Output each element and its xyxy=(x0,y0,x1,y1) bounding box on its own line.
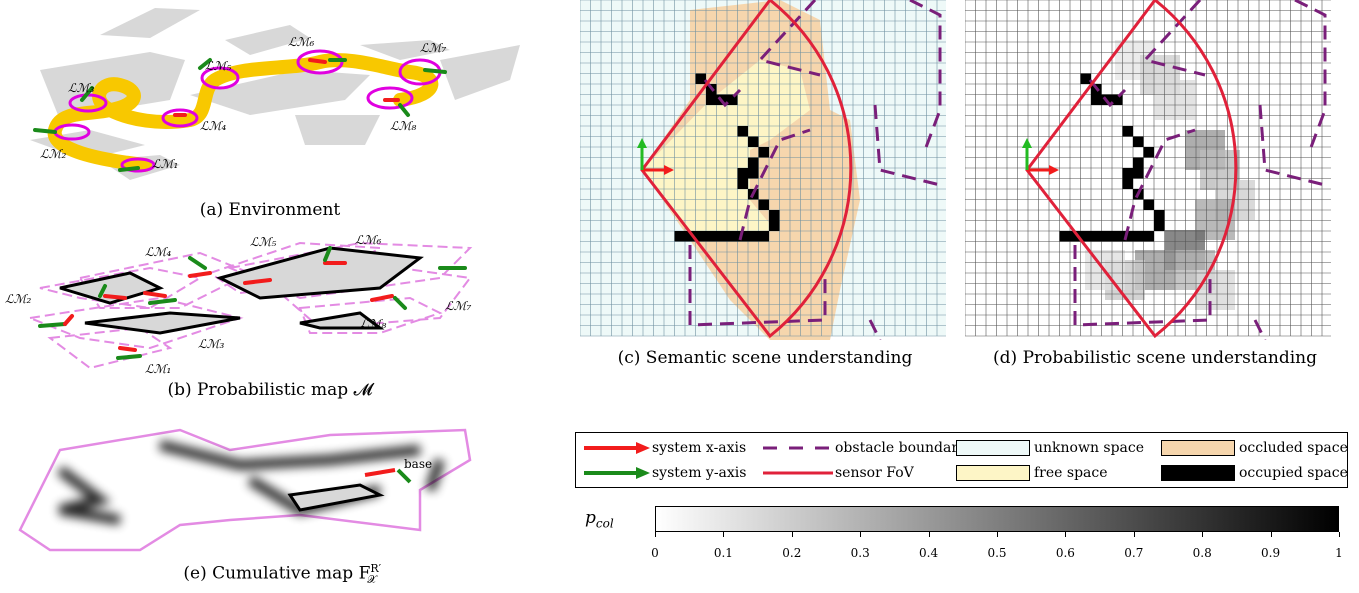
panel-environment: ℒℳ₁ ℒℳ₂ ℒℳ₃ ℒℳ₄ ℒℳ₅ ℒℳ₆ ℒℳ₇ ℒℳ₈ (a) Envi… xyxy=(0,0,560,230)
caption-c: (c) Semantic scene understanding xyxy=(617,348,913,368)
caption-b: (b) Probabilistic map 𝓜 xyxy=(167,380,373,400)
env-lm1-label: ℒℳ₁ xyxy=(152,157,178,171)
green-arrow-icon xyxy=(584,467,650,479)
colorbar-tick: 0.8 xyxy=(1192,546,1212,560)
legend-y-axis: system y-axis xyxy=(584,462,746,484)
colorbar-tick: 0.5 xyxy=(987,546,1007,560)
panel-cumulative-map: base (e) Cumulative map FR′𝒳 xyxy=(0,410,560,593)
colorbar-tick: 0.9 xyxy=(1261,546,1281,560)
caption-d: (d) Probabilistic scene understanding xyxy=(993,348,1317,368)
map-lm1-label: ℒℳ₁ xyxy=(145,362,171,376)
colorbar-tick-mark xyxy=(997,532,998,537)
colorbar-tick: 0.2 xyxy=(782,546,802,560)
semantic-grid-figure xyxy=(580,0,946,340)
env-lm6-label: ℒℳ₆ xyxy=(288,35,314,49)
red-arrow-icon xyxy=(584,442,650,454)
colorbar-tick: 0 xyxy=(651,546,659,560)
map-lm7-label: ℒℳ₇ xyxy=(445,299,471,313)
map-lm4-label: ℒℳ₄ xyxy=(145,245,171,259)
panel-semantic: (c) Semantic scene understanding xyxy=(580,0,950,380)
panel-probabilistic: (d) Probabilistic scene understanding xyxy=(965,0,1345,380)
colorbar-tick-mark xyxy=(860,532,862,537)
env-lm3-label: ℒℳ₃ xyxy=(68,81,94,95)
probabilistic-grid-figure xyxy=(965,0,1331,340)
colorbar-tick: 0.3 xyxy=(850,546,870,560)
env-lm7-label: ℒℳ₇ xyxy=(420,41,446,55)
colorbar-label: pcol xyxy=(585,508,614,531)
free-swatch xyxy=(956,465,1030,481)
colorbar-tick-mark xyxy=(655,532,656,537)
env-lm8-label: ℒℳ₈ xyxy=(390,119,416,133)
map-lm8-label: ℒℳ₈ xyxy=(360,317,386,331)
legend-occupied: occupied space xyxy=(1161,462,1348,484)
legend-free: free space xyxy=(956,462,1108,484)
colorbar-tick: 0.7 xyxy=(1124,546,1144,560)
occupied-swatch xyxy=(1161,465,1235,481)
caption-e-sup: R′ xyxy=(370,562,382,575)
caption-a: (a) Environment xyxy=(199,200,341,220)
probabilistic-map-figure: ℒℳ₁ ℒℳ₂ ℒℳ₃ ℒℳ₄ ℒℳ₅ ℒℳ₆ ℒℳ₇ ℒℳ₈ xyxy=(5,233,473,376)
colorbar-tick-mark xyxy=(1202,532,1204,537)
colorbar-tick-mark xyxy=(723,532,725,537)
caption-e-text: (e) Cumulative map F xyxy=(183,563,371,584)
colorbar-tick-mark xyxy=(928,532,930,537)
colorbar-tick-mark xyxy=(1270,532,1272,537)
map-lm2-label: ℒℳ₂ xyxy=(5,292,31,306)
colorbar-gradient xyxy=(655,506,1339,532)
map-lm3-label: ℒℳ₃ xyxy=(198,337,224,351)
colorbar-tick-mark xyxy=(1339,532,1340,537)
legend-unknown: unknown space xyxy=(956,437,1144,459)
env-lm5-label: ℒℳ₅ xyxy=(205,59,231,73)
colorbar-tick: 0.6 xyxy=(1055,546,1075,560)
panel-probabilistic-map: ℒℳ₁ ℒℳ₂ ℒℳ₃ ℒℳ₄ ℒℳ₅ ℒℳ₆ ℒℳ₇ ℒℳ₈ (b) Prob… xyxy=(0,228,560,410)
caption-e: (e) Cumulative map FR′𝒳 xyxy=(160,562,400,587)
colorbar-tick-mark xyxy=(791,532,793,537)
map-lm6-label: ℒℳ₆ xyxy=(355,233,381,247)
colorbar-tick: 1 xyxy=(1335,546,1343,560)
colorbar-tick: 0.1 xyxy=(713,546,733,560)
env-lm4-label: ℒℳ₄ xyxy=(200,119,226,133)
legend: system x-axis system y-axis obstacle bou… xyxy=(575,432,1348,488)
legend-fov: sensor FoV xyxy=(761,462,914,484)
legend-x-axis: system x-axis xyxy=(584,437,746,459)
env-lm2-label: ℒℳ₂ xyxy=(40,147,66,161)
fov-line-icon xyxy=(763,471,833,475)
legend-occluded: occluded space xyxy=(1161,437,1348,459)
unknown-swatch xyxy=(956,440,1030,456)
colorbar-tick: 0.4 xyxy=(919,546,939,560)
map-lm5-label: ℒℳ₅ xyxy=(250,235,276,249)
colorbar-tick-mark xyxy=(1133,532,1135,537)
environment-figure: ℒℳ₁ ℒℳ₂ ℒℳ₃ ℒℳ₄ ℒℳ₅ ℒℳ₆ ℒℳ₇ ℒℳ₈ xyxy=(30,8,520,180)
dashed-line-icon xyxy=(763,446,833,450)
caption-e-sub: 𝒳 xyxy=(367,573,377,587)
legend-obstacle: obstacle boundary xyxy=(761,437,966,459)
cumulative-map-figure: base xyxy=(18,428,472,552)
base-label: base xyxy=(404,457,432,471)
colorbar-tick-mark xyxy=(1065,532,1067,537)
occluded-swatch xyxy=(1161,440,1235,456)
